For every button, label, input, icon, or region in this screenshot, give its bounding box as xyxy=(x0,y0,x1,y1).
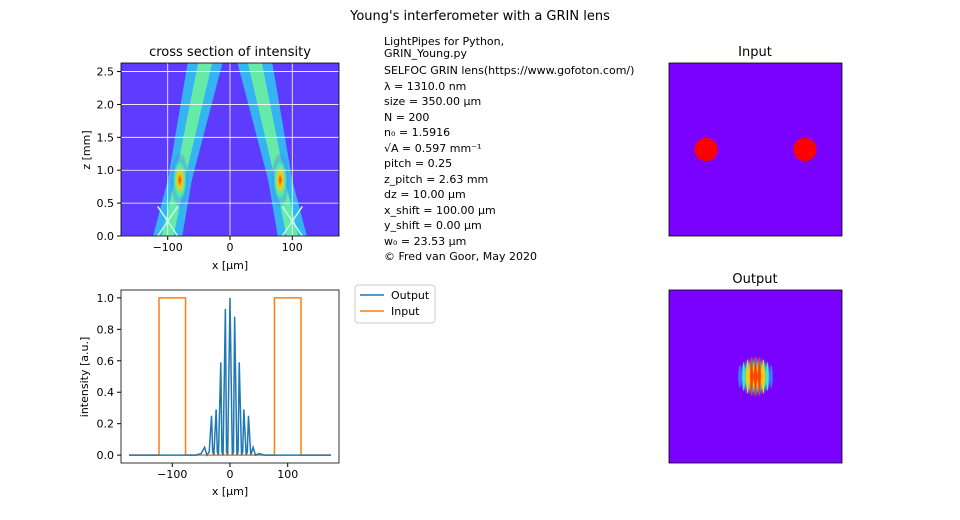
info-line: pitch = 0.25 xyxy=(384,157,453,170)
intensity-series xyxy=(129,297,331,457)
cross-section-panel: cross section of intensity −100 0 100 0.00… xyxy=(80,45,340,272)
intensity-xlabel: x [μm] xyxy=(212,485,248,498)
output-fringe xyxy=(762,359,765,394)
cross-section-xlabel: x [μm] xyxy=(212,259,248,272)
y-tick-label: 0.0 xyxy=(97,449,115,462)
y-tick-label: 0.0 xyxy=(97,230,115,243)
legend: Output Input xyxy=(354,284,436,324)
input-panel: Input xyxy=(668,45,843,237)
beam-peak xyxy=(271,152,290,209)
info-line: size = 350.00 μm xyxy=(384,95,482,108)
y-tick-label: 2.0 xyxy=(97,98,115,111)
output-fringe xyxy=(770,365,773,388)
info-line: SELFOC GRIN lens(https://www.gofoton.com… xyxy=(384,64,635,77)
info-line: © Fred van Goor, May 2020 xyxy=(384,250,538,263)
info-line: w₀ = 23.53 μm xyxy=(384,234,467,248)
beam-peak xyxy=(170,152,189,209)
cross-section-yticks: 0.0 0.5 1.0 1.5 2.0 2.5 xyxy=(97,66,121,243)
intensity-xticks: −100 0 100 xyxy=(157,463,298,481)
y-tick-label: 0.8 xyxy=(97,323,115,336)
x-tick-label: 0 xyxy=(227,468,234,481)
info-header-line1: LightPipes for Python, xyxy=(384,35,505,48)
intensity-yticks: 0.0 0.2 0.4 0.6 0.8 1.0 xyxy=(97,292,121,462)
parameter-list: LightPipes for Python, GRIN_Young.py SEL… xyxy=(384,34,635,263)
info-line: N = 200 xyxy=(384,110,430,124)
y-tick-label: 0.5 xyxy=(97,197,115,210)
cross-section-grid xyxy=(121,63,339,236)
cross-section-title: cross section of intensity xyxy=(149,45,311,60)
legend-input-label: Input xyxy=(391,305,420,318)
y-tick-label: 1.0 xyxy=(97,292,115,305)
output-fringe xyxy=(758,357,761,396)
beam-right xyxy=(237,63,307,236)
input-aperture-circle xyxy=(793,137,817,162)
input-apertures xyxy=(694,137,817,162)
output-fringe xyxy=(742,362,745,391)
intensity-panel: −100 0 100 0.0 0.2 0.4 0.6 0.8 1.0 x [μm] inten… xyxy=(78,289,340,498)
output-fringes xyxy=(735,354,776,399)
info-line: x_shift = 100.00 μm xyxy=(384,203,496,217)
output-fringe xyxy=(750,357,753,396)
output-fringe xyxy=(754,356,757,397)
y-tick-label: 0.2 xyxy=(97,418,115,431)
info-line: n₀ = 1.5916 xyxy=(384,126,451,139)
y-tick-label: 0.4 xyxy=(97,386,115,399)
output-panel: Output xyxy=(668,272,843,464)
y-tick-label: 2.5 xyxy=(97,66,115,79)
info-line: λ = 1310.0 nm xyxy=(384,79,467,93)
input-title: Input xyxy=(738,45,772,60)
figure-title: Young's interferometer with a GRIN lens xyxy=(349,9,610,24)
legend-output-label: Output xyxy=(391,289,430,302)
output-fringe xyxy=(766,362,769,391)
cross-section-xticks: −100 0 100 xyxy=(153,236,303,254)
series-line-output xyxy=(129,297,331,457)
intensity-ylabel: intensity [a.u.] xyxy=(78,337,91,417)
series-line-input xyxy=(129,297,331,456)
info-lines: SELFOC GRIN lens(https://www.gofoton.com… xyxy=(384,63,635,263)
info-header-line2: GRIN_Young.py xyxy=(384,46,468,60)
y-tick-label: 1.5 xyxy=(97,131,115,144)
beam-left xyxy=(153,63,223,236)
x-tick-label: 0 xyxy=(227,241,234,254)
output-fringe xyxy=(738,365,741,388)
output-fringe xyxy=(746,359,749,394)
x-tick-label: −100 xyxy=(153,241,183,254)
input-aperture-circle xyxy=(694,137,718,162)
info-line: √A = 0.597 mm⁻¹ xyxy=(384,141,482,155)
x-tick-label: 100 xyxy=(277,468,298,481)
x-tick-label: 100 xyxy=(282,241,303,254)
cross-section-ylabel: z [mm] xyxy=(80,130,93,169)
y-tick-label: 0.6 xyxy=(97,355,115,368)
info-line: z_pitch = 2.63 mm xyxy=(384,172,489,186)
info-line: y_shift = 0.00 μm xyxy=(384,219,482,232)
x-tick-label: −100 xyxy=(157,468,187,481)
output-title: Output xyxy=(732,272,777,287)
cross-section-beams xyxy=(153,63,307,236)
y-tick-label: 1.0 xyxy=(97,164,115,177)
info-line: dz = 10.00 μm xyxy=(384,188,466,201)
